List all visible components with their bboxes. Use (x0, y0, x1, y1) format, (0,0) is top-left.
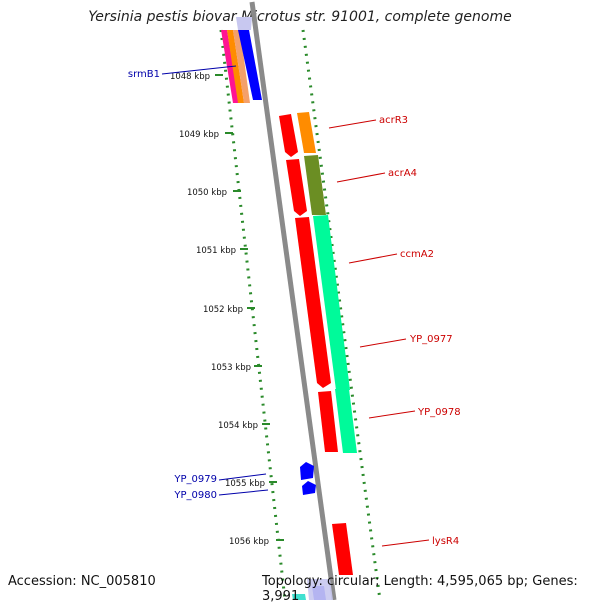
feature-acrA4-red (286, 159, 307, 216)
scale-label: 1054 kbp (218, 421, 258, 431)
leader-acrA4 (336, 172, 386, 183)
scale-label: 1052 kbp (203, 305, 243, 315)
gene-label-lysR4: lysR4 (432, 536, 459, 547)
tick-column-left (219, 29, 287, 600)
feature-YP_0979-blue (300, 462, 314, 480)
gene-label-ccmA2: ccmA2 (400, 249, 434, 260)
scale-label: 1055 kbp (225, 479, 265, 489)
leader-YP_0978 (368, 410, 416, 419)
scale-label: 1050 kbp (187, 188, 227, 198)
feature-acrA4-olive (304, 155, 326, 215)
feature-YP_0980-blue (302, 481, 316, 495)
feature-blue-gene (238, 30, 262, 100)
gene-label-YP_0980: YP_0980 (173, 490, 217, 501)
scale-label: 1056 kbp (229, 537, 269, 547)
leader-YP_0977 (359, 338, 407, 348)
leader-srmB1 (161, 65, 237, 75)
feature-bottom-lavender (307, 579, 333, 600)
scale-label: 1049 kbp (179, 130, 219, 140)
scale-ticks (215, 74, 284, 541)
leader-lysR4 (381, 539, 430, 547)
feature-acrR3-red (279, 114, 298, 157)
gene-label-YP_0978: YP_0978 (417, 407, 461, 418)
leader-YP_0979 (218, 473, 267, 481)
gene-label-acrA4: acrA4 (388, 168, 417, 179)
leader-acrR3 (328, 119, 377, 129)
feature-YP_0977-red (318, 391, 338, 452)
feature-bottom-cyan (292, 594, 306, 600)
leader-YP_0980 (218, 489, 269, 496)
feature-lysR4-red (332, 523, 353, 575)
scale-label: 1053 kbp (211, 363, 251, 373)
accession-label: Accession: NC_005810 (8, 574, 156, 589)
feature-ccmA2-green (313, 215, 350, 390)
feature-YP_0978-green (335, 389, 357, 453)
feature-acrR3-orange (297, 112, 316, 153)
feature-ccmA2-red (295, 217, 331, 388)
gene-label-YP_0979: YP_0979 (173, 474, 217, 485)
map-title: Yersinia pestis biovar Microtus str. 910… (88, 9, 512, 25)
backbone-line (249, 1, 337, 600)
gene-label-srmB1: srmB1 (128, 69, 160, 80)
gene-label-YP_0977: YP_0977 (409, 334, 453, 345)
feature-top-lavender (236, 17, 252, 30)
scale-label: 1048 kbp (170, 72, 210, 82)
leader-ccmA2 (348, 253, 398, 264)
scale-label: 1051 kbp (196, 246, 236, 256)
gene-label-acrR3: acrR3 (379, 115, 408, 126)
feature-srmB1-salmon (233, 30, 250, 103)
